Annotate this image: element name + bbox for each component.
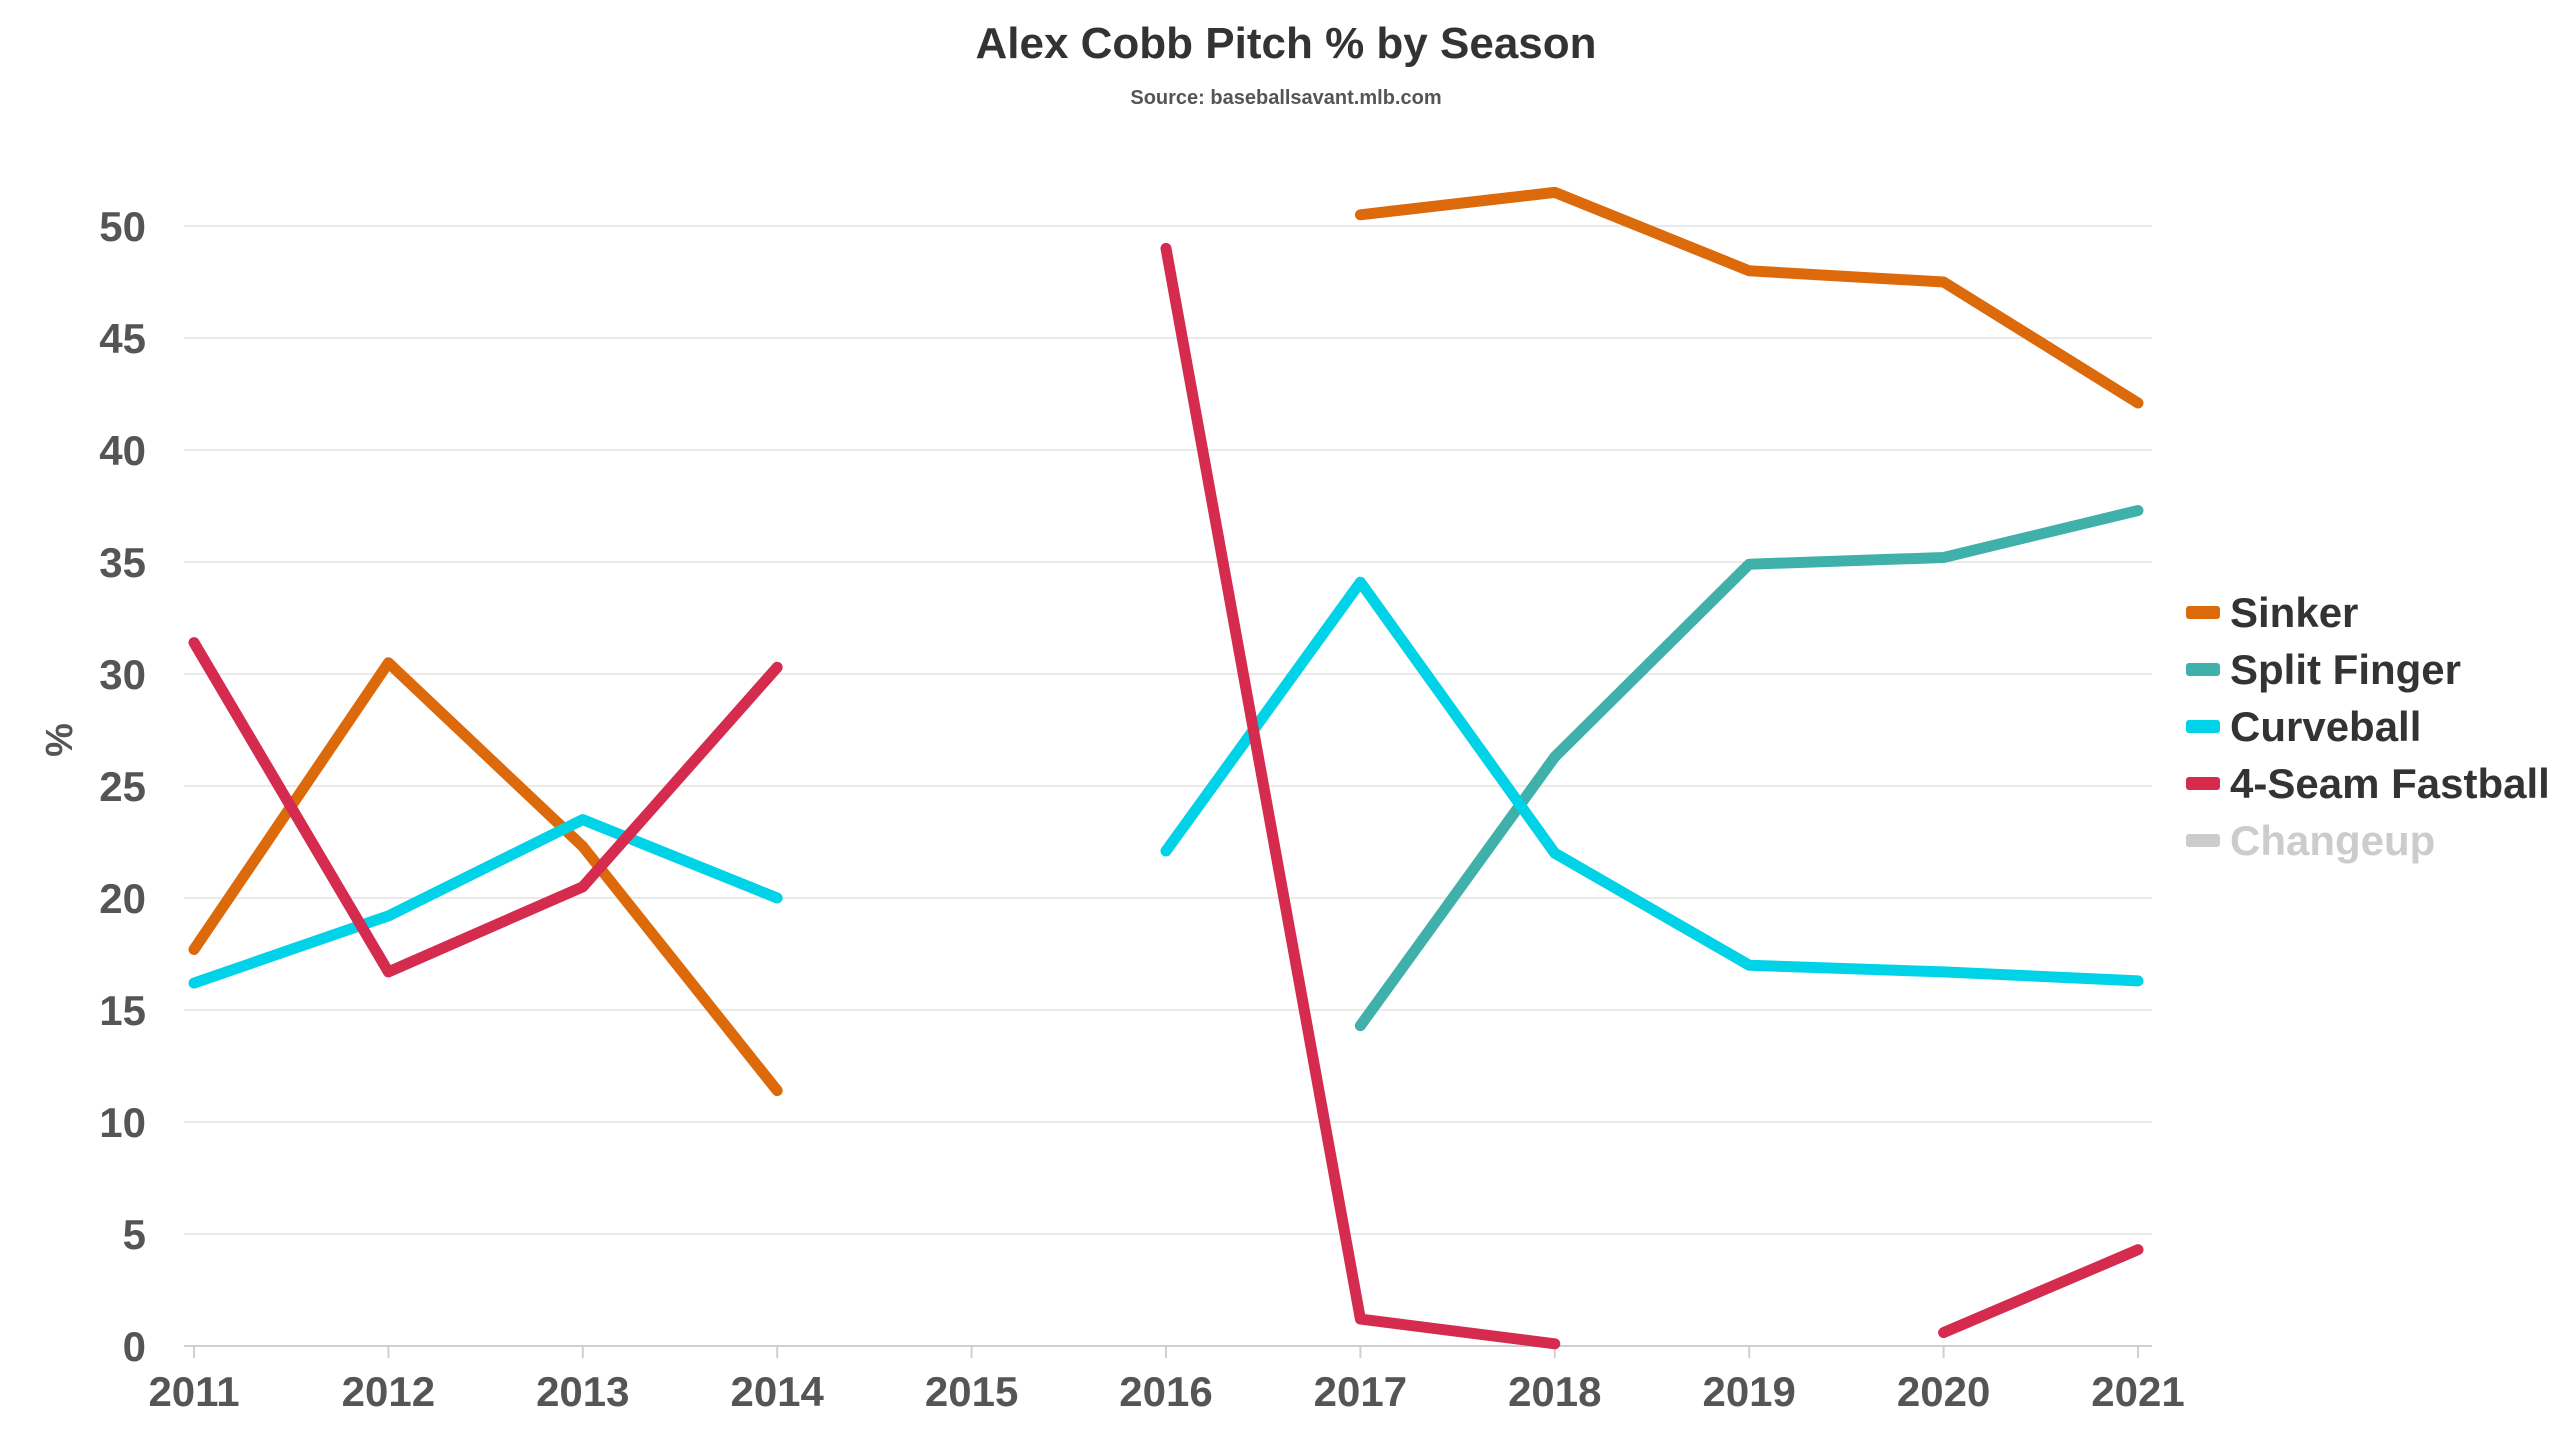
series-line-curveball [1160, 576, 2144, 987]
x-tick-label: 2019 [1702, 1368, 1795, 1415]
legend-swatch [2186, 663, 2220, 676]
legend-label: Changeup [2230, 817, 2435, 864]
x-tick-label: 2014 [730, 1368, 824, 1415]
x-tick-label: 2021 [2091, 1368, 2184, 1415]
legend-item-sinker[interactable]: Sinker [2186, 589, 2358, 636]
legend[interactable]: Sinker Split Finger Curveball 4-Seam Fastba… [2186, 589, 2550, 864]
y-tick-label: 35 [99, 539, 146, 586]
chart-title: Alex Cobb Pitch % by Season [975, 19, 1596, 68]
y-tick-label: 20 [99, 875, 146, 922]
x-tick-label: 2013 [536, 1368, 629, 1415]
legend-item-curveball[interactable]: Curveball [2186, 703, 2421, 750]
y-tick-label: 0 [123, 1323, 146, 1370]
x-tick-label: 2011 [148, 1368, 239, 1415]
legend-swatch [2186, 720, 2220, 733]
series-line-4-seam-fastball [1160, 242, 1561, 1350]
series-line-sinker [1354, 186, 2144, 409]
y-axis-ticks: 0 5 10 15 20 25 30 35 40 45 50 [99, 203, 146, 1370]
legend-swatch [2186, 777, 2220, 790]
chart-subtitle: Source: baseballsavant.mlb.com [1130, 87, 1441, 109]
series-line-curveball [188, 814, 783, 989]
y-tick-label: 25 [99, 763, 146, 810]
legend-label: Split Finger [2230, 646, 2461, 693]
y-axis-label: % [39, 723, 81, 757]
series-line-4-seam-fastball [1938, 1244, 2144, 1339]
legend-swatch [2186, 606, 2220, 619]
y-tick-label: 10 [99, 1099, 146, 1146]
series-lines [188, 186, 2144, 1350]
y-tick-label: 45 [99, 315, 146, 362]
x-tick-label: 2020 [1897, 1368, 1990, 1415]
legend-item-split-finger[interactable]: Split Finger [2186, 646, 2461, 693]
x-tick-label: 2017 [1314, 1368, 1407, 1415]
legend-swatch [2186, 834, 2220, 847]
y-tick-label: 40 [99, 427, 146, 474]
y-tick-label: 15 [99, 987, 146, 1034]
gridlines [184, 225, 2152, 1347]
y-tick-label: 5 [123, 1211, 146, 1258]
x-tick-label: 2016 [1119, 1368, 1212, 1415]
x-tick-label: 2012 [342, 1368, 435, 1415]
legend-label: 4-Seam Fastball [2230, 760, 2550, 807]
legend-item-changeup[interactable]: Changeup [2186, 817, 2435, 864]
series-line-split-finger [1354, 505, 2144, 1032]
x-axis-ticks: 2011 2012 2013 2014 2015 2016 2017 2018 2019 2020… [148, 1346, 2185, 1415]
y-tick-label: 50 [99, 203, 146, 250]
legend-label: Sinker [2230, 589, 2358, 636]
legend-item-4-seam-fastball[interactable]: 4-Seam Fastball [2186, 760, 2550, 807]
series-line-4-seam-fastball [188, 637, 783, 978]
x-tick-label: 2015 [925, 1368, 1018, 1415]
legend-label: Curveball [2230, 703, 2421, 750]
x-tick-label: 2018 [1508, 1368, 1601, 1415]
y-tick-label: 30 [99, 651, 146, 698]
series-line-sinker [188, 657, 783, 1097]
